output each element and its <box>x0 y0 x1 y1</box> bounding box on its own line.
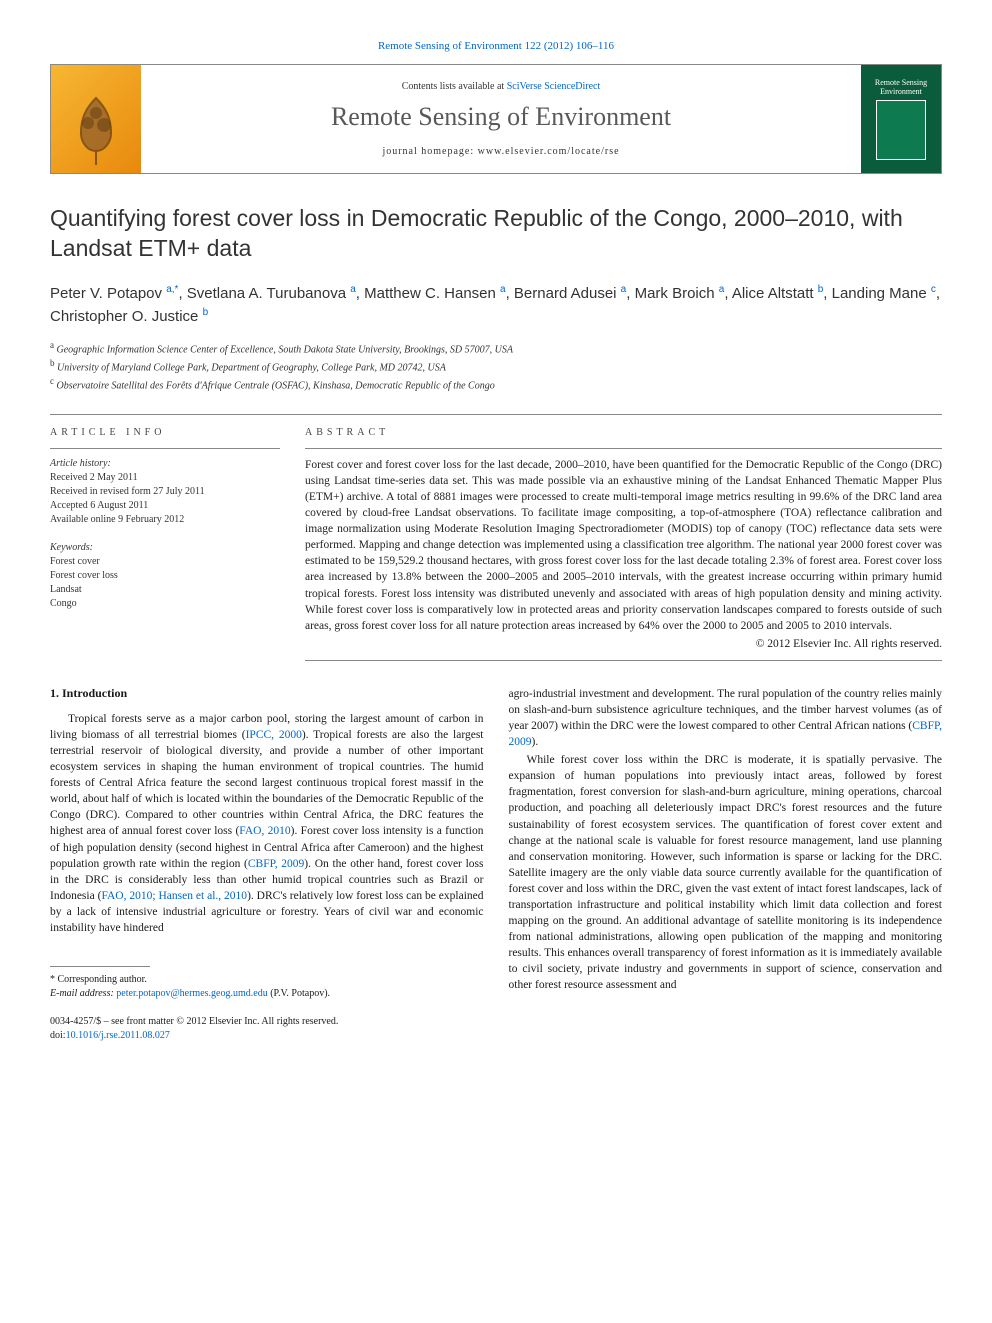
homepage-prefix: journal homepage: <box>382 146 477 157</box>
sciencedirect-link[interactable]: SciVerse ScienceDirect <box>507 81 601 92</box>
cover-image-icon <box>876 100 926 160</box>
keyword: Forest cover loss <box>50 569 280 583</box>
keyword: Forest cover <box>50 555 280 569</box>
authors-list: Peter V. Potapov a,*, Svetlana A. Turuba… <box>50 282 942 329</box>
revised-date: Received in revised form 27 July 2011 <box>50 485 280 499</box>
header-center: Contents lists available at SciVerse Sci… <box>141 73 861 165</box>
journal-cover-thumb: Remote Sensing Environment <box>861 65 941 173</box>
doi-line: doi:10.1016/j.rse.2011.08.027 <box>50 1029 484 1043</box>
keyword: Congo <box>50 597 280 611</box>
email-label: E-mail address: <box>50 988 116 999</box>
homepage-line: journal homepage: www.elsevier.com/locat… <box>161 146 841 157</box>
contents-line: Contents lists available at SciVerse Sci… <box>161 81 841 92</box>
online-date: Available online 9 February 2012 <box>50 513 280 527</box>
divider <box>50 448 280 449</box>
doi-label: doi: <box>50 1030 66 1041</box>
abstract-text: Forest cover and forest cover loss for t… <box>305 457 942 634</box>
citation-link[interactable]: CBFP, 2009 <box>509 720 943 748</box>
received-date: Received 2 May 2011 <box>50 471 280 485</box>
homepage-url[interactable]: www.elsevier.com/locate/rse <box>478 146 620 157</box>
author-email-link[interactable]: peter.potapov@hermes.geog.umd.edu <box>116 988 267 999</box>
citation-link[interactable]: CBFP, 2009 <box>248 858 304 870</box>
accepted-date: Accepted 6 August 2011 <box>50 499 280 513</box>
keywords-label: Keywords: <box>50 541 280 555</box>
citation-link[interactable]: FAO, 2010 <box>239 825 290 837</box>
email-line: E-mail address: peter.potapov@hermes.geo… <box>50 987 484 1001</box>
abstract-header: abstract <box>305 427 942 438</box>
corresponding-author-note: * Corresponding author. <box>50 973 484 987</box>
article-title: Quantifying forest cover loss in Democra… <box>50 204 942 264</box>
citation-link[interactable]: FAO, 2010; Hansen et al., 2010 <box>101 890 247 902</box>
body-paragraph: Tropical forests serve as a major carbon… <box>50 711 484 936</box>
email-suffix: (P.V. Potapov). <box>268 988 330 999</box>
issn-line: 0034-4257/$ – see front matter © 2012 El… <box>50 1015 484 1029</box>
body-paragraph: While forest cover loss within the DRC i… <box>509 752 943 993</box>
affiliation-line: a Geographic Information Science Center … <box>50 339 942 357</box>
affiliation-line: c Observatoire Satellital des Forêts d'A… <box>50 375 942 393</box>
contents-prefix: Contents lists available at <box>402 81 507 92</box>
affiliations: a Geographic Information Science Center … <box>50 339 942 394</box>
intro-heading: 1. Introduction <box>50 686 484 701</box>
divider <box>50 414 942 415</box>
body-paragraph: agro-industrial investment and developme… <box>509 686 943 750</box>
cover-label: Remote Sensing Environment <box>866 78 936 96</box>
article-info-header: article info <box>50 427 280 438</box>
affiliation-line: b University of Maryland College Park, D… <box>50 357 942 375</box>
history-label: Article history: <box>50 457 280 471</box>
journal-name: Remote Sensing of Environment <box>161 102 841 132</box>
elsevier-logo <box>51 65 141 173</box>
divider <box>305 660 942 661</box>
copyright-line: © 2012 Elsevier Inc. All rights reserved… <box>305 638 942 650</box>
article-info-block: Article history: Received 2 May 2011 Rec… <box>50 457 280 611</box>
divider <box>305 448 942 449</box>
keyword: Landsat <box>50 583 280 597</box>
journal-header: Contents lists available at SciVerse Sci… <box>50 64 942 174</box>
citation-link[interactable]: Remote Sensing of Environment 122 (2012)… <box>50 40 942 52</box>
elsevier-tree-icon <box>66 93 126 168</box>
citation-link[interactable]: IPCC, 2000 <box>246 729 302 741</box>
doi-link[interactable]: 10.1016/j.rse.2011.08.027 <box>66 1030 170 1041</box>
keywords-list: Forest coverForest cover lossLandsatCong… <box>50 555 280 611</box>
footnote-divider <box>50 966 150 967</box>
